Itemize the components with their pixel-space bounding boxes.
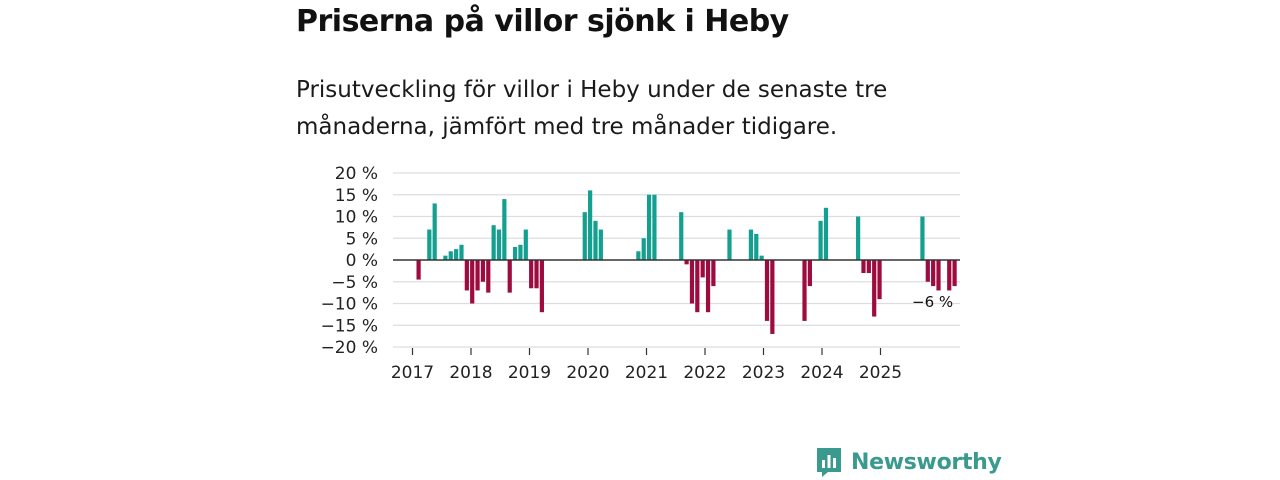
- bar: [588, 190, 593, 260]
- bar: [518, 244, 523, 260]
- bar: [491, 225, 496, 260]
- bar: [861, 260, 866, 274]
- bar: [807, 260, 812, 287]
- x-tick-label: 2018: [449, 363, 492, 383]
- bar: [684, 260, 689, 265]
- bar: [931, 260, 936, 287]
- bar-series: [416, 190, 957, 334]
- bar: [700, 260, 705, 278]
- brand-name: Newsworthy: [851, 449, 1002, 475]
- bar: [636, 251, 641, 260]
- y-axis-ticks: 20 %15 %10 %5 %0 %−5 %−10 %−15 %−20 %: [321, 164, 378, 358]
- y-tick-label: 0 %: [346, 251, 378, 271]
- bar: [877, 260, 882, 300]
- last-value-label: −6 %: [912, 293, 953, 311]
- x-axis-ticks: 2017 2018 2019 2020 2021 2022 2023 2024 2025: [391, 348, 902, 383]
- bar: [711, 260, 716, 287]
- bar: [523, 229, 528, 260]
- bar: [925, 260, 930, 282]
- y-tick-label: −20 %: [321, 338, 378, 358]
- bar: [416, 260, 421, 280]
- y-tick-label: −15 %: [321, 316, 378, 336]
- chart-title: Priserna på villor sjönk i Heby: [296, 4, 789, 39]
- brand-logo: Newsworthy: [815, 444, 1002, 480]
- bar: [652, 194, 657, 260]
- bar: [818, 220, 823, 260]
- y-tick-label: −5 %: [331, 273, 378, 293]
- bar: [856, 216, 861, 260]
- y-tick-label: 5 %: [346, 229, 378, 249]
- bar: [486, 260, 491, 293]
- x-tick-label: 2019: [508, 363, 551, 383]
- bar: [507, 260, 512, 293]
- x-tick-label: 2021: [625, 363, 668, 383]
- bar: [866, 260, 871, 274]
- bar: [936, 260, 941, 291]
- bar: [952, 260, 957, 287]
- y-tick-label: −10 %: [321, 295, 378, 315]
- bar: [593, 220, 598, 260]
- bar: [443, 255, 448, 260]
- bar: [754, 233, 759, 260]
- bar: [534, 260, 539, 289]
- bar-chart: 20 %15 %10 %5 %0 %−5 %−10 %−15 %−20 % 20…: [321, 164, 960, 383]
- bar: [764, 260, 770, 321]
- bar: [582, 212, 587, 260]
- bar: [823, 207, 829, 260]
- y-tick-label: 15 %: [335, 186, 378, 206]
- bar: [464, 260, 469, 291]
- bar: [539, 260, 544, 313]
- bar: [872, 260, 877, 317]
- bar: [448, 251, 453, 260]
- bar: [920, 216, 925, 260]
- x-tick-label: 2024: [800, 363, 843, 383]
- bar: [641, 238, 646, 260]
- bar: [598, 229, 603, 260]
- bar: [646, 194, 652, 260]
- x-tick-label: 2017: [391, 363, 434, 383]
- x-tick-label: 2020: [566, 363, 609, 383]
- x-tick-label: 2023: [742, 363, 785, 383]
- bar: [679, 212, 684, 260]
- bar: [475, 260, 480, 291]
- y-tick-label: 10 %: [335, 208, 378, 228]
- newsworthy-bar-chart-icon: [817, 448, 841, 477]
- bar: [454, 249, 459, 260]
- bar: [512, 246, 518, 260]
- bar: [432, 203, 437, 260]
- bar: [802, 260, 807, 321]
- bar: [947, 260, 952, 291]
- y-tick-label: 20 %: [335, 164, 378, 184]
- x-tick-label: 2025: [859, 363, 902, 383]
- bar: [748, 229, 754, 260]
- bar: [427, 229, 432, 260]
- bar: [480, 260, 486, 282]
- bar: [496, 229, 502, 260]
- bar: [705, 260, 711, 313]
- bar: [770, 260, 775, 334]
- bar: [470, 260, 475, 304]
- bar: [459, 244, 464, 260]
- bar: [695, 260, 700, 313]
- chart-subtitle: Prisutveckling för villor i Heby under d…: [296, 77, 888, 140]
- bar: [727, 229, 732, 260]
- bar: [689, 260, 695, 304]
- bar: [502, 199, 507, 260]
- x-tick-label: 2022: [683, 363, 726, 383]
- bar: [529, 260, 534, 289]
- bar: [759, 255, 764, 260]
